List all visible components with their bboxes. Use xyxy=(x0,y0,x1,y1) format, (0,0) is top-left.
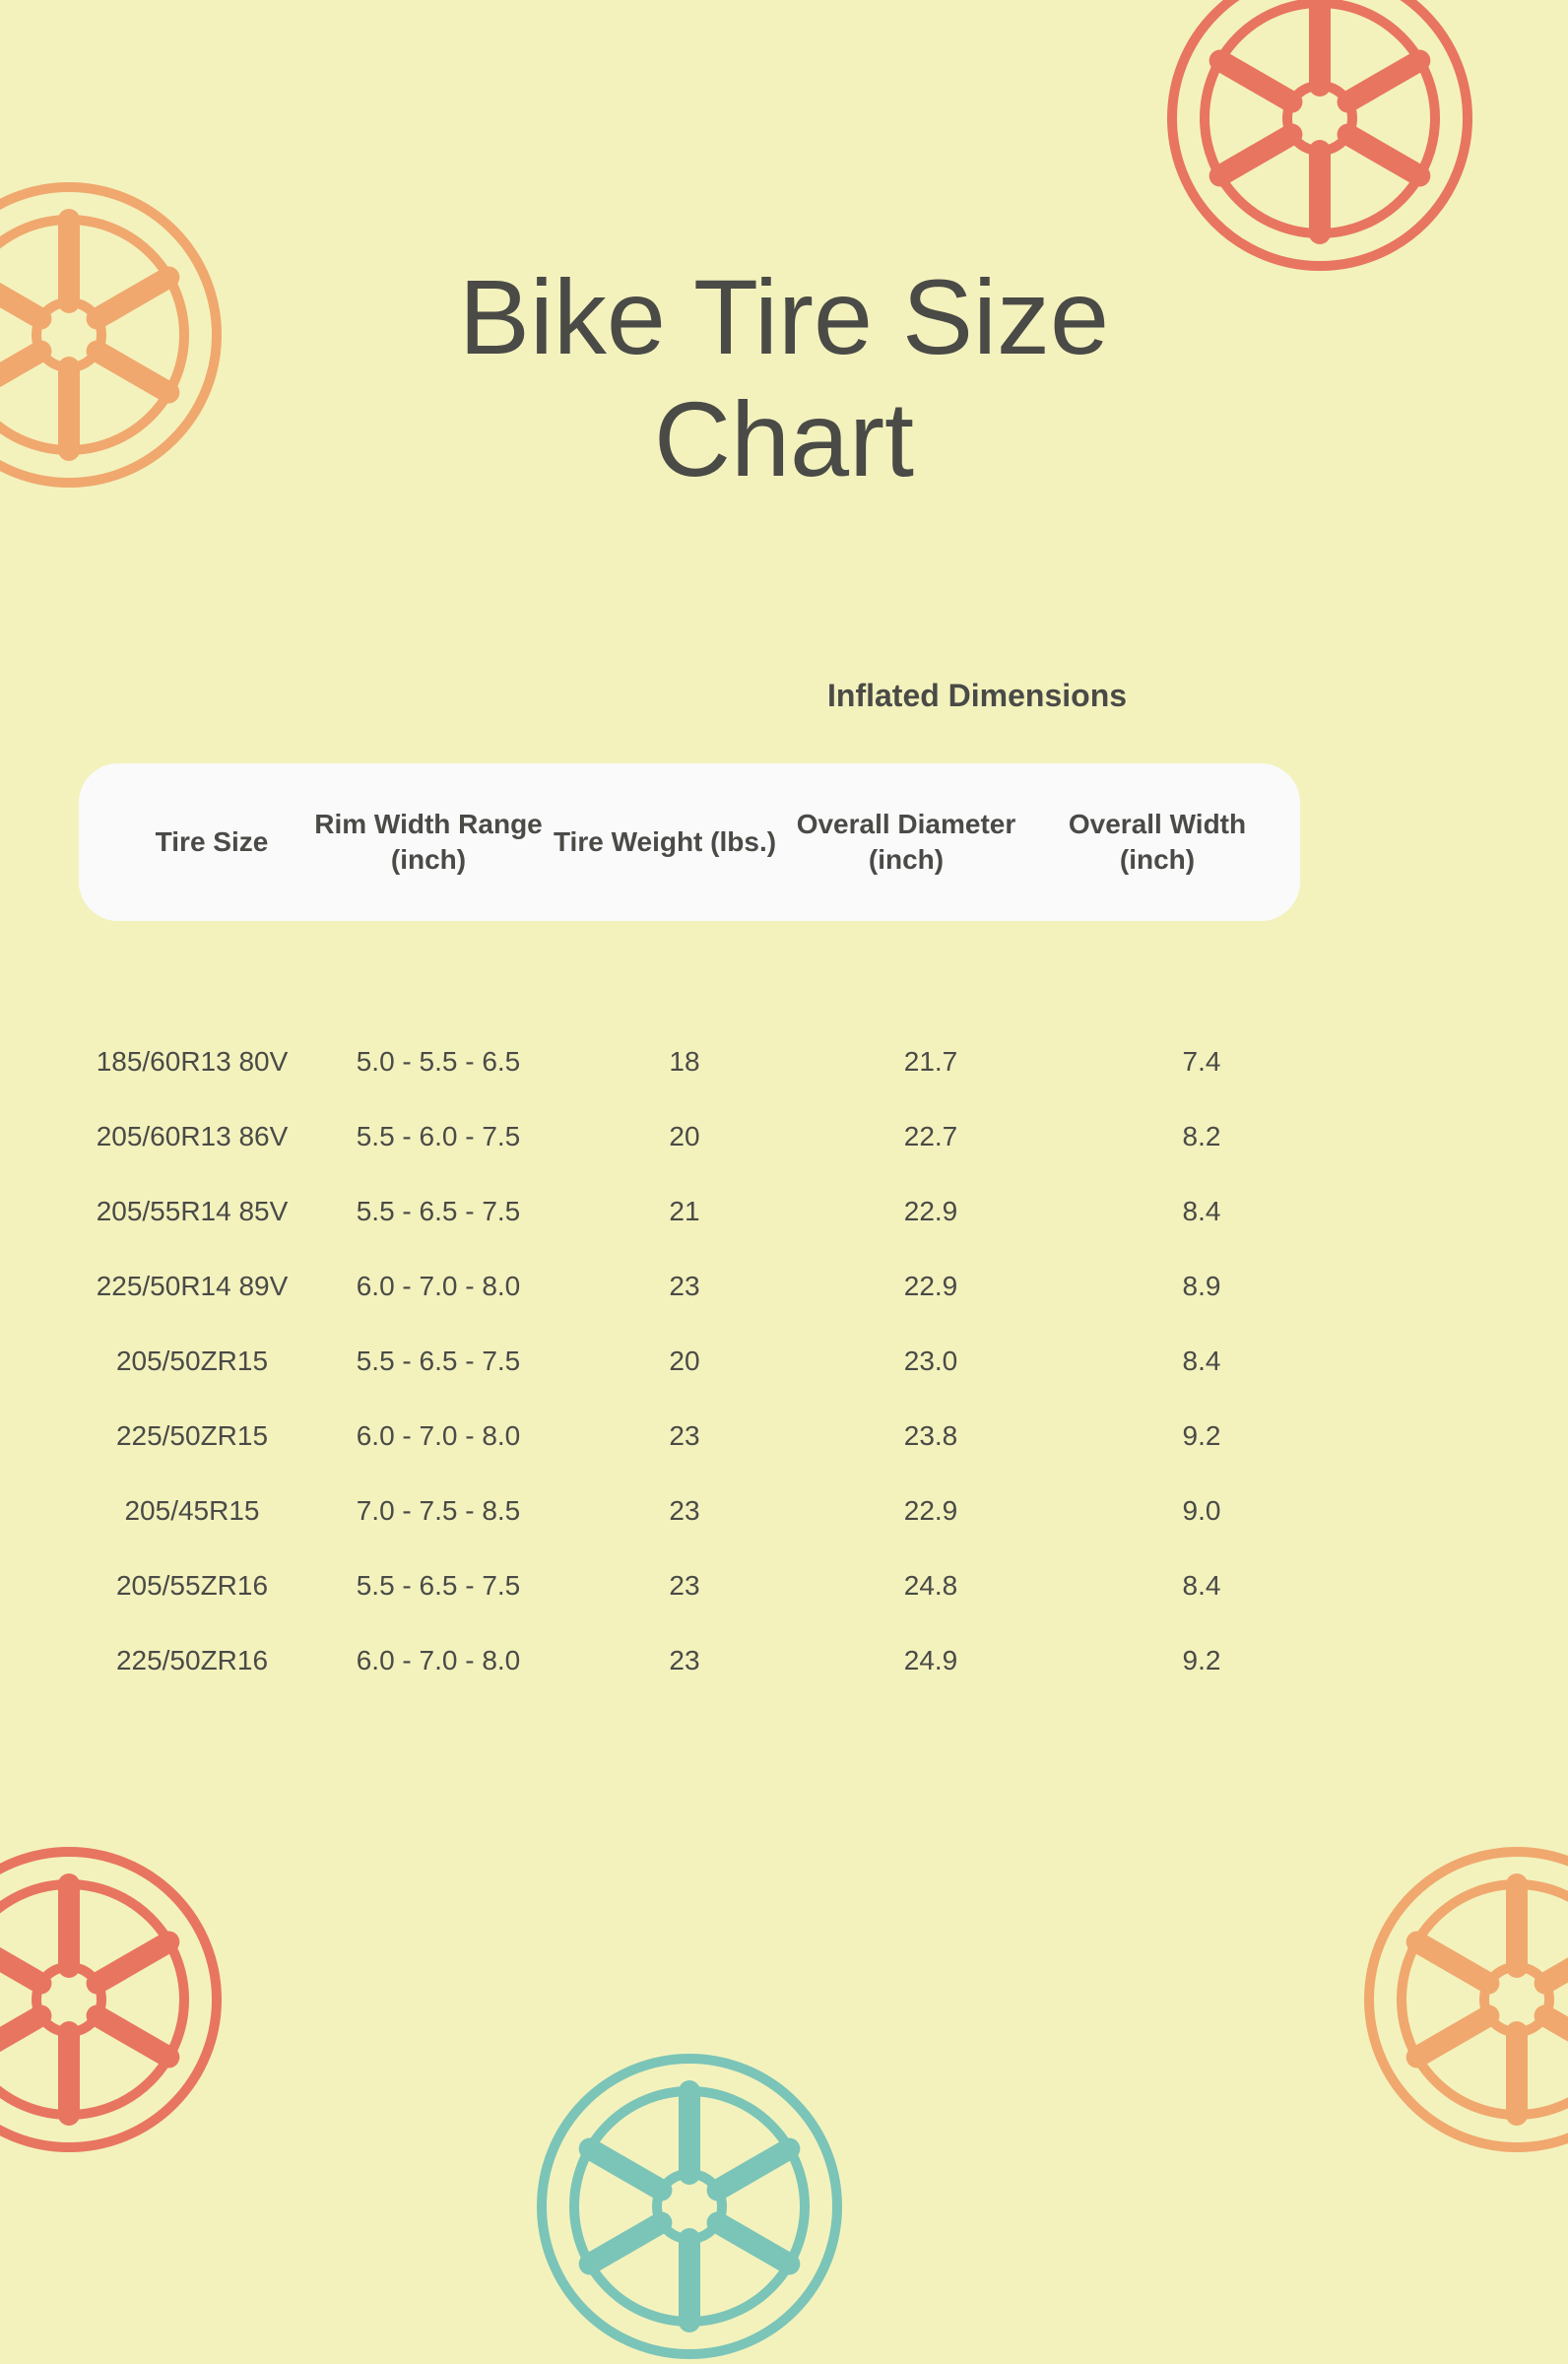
table-cell: 7.0 - 7.5 - 8.5 xyxy=(305,1495,552,1527)
page-title: Bike Tire SizeChart xyxy=(0,256,1568,500)
table-cell: 23.8 xyxy=(778,1420,1034,1452)
table-cell: 20 xyxy=(552,1121,778,1152)
table-cell: 20 xyxy=(552,1346,778,1377)
table-body: 185/60R13 80V5.0 - 5.5 - 6.51821.77.4205… xyxy=(79,1024,1300,1698)
table-cell: 21 xyxy=(552,1196,778,1227)
table-cell: 8.2 xyxy=(1034,1121,1280,1152)
table-row: 205/55ZR165.5 - 6.5 - 7.52324.88.4 xyxy=(79,1548,1300,1623)
table-cell: 22.9 xyxy=(778,1271,1034,1302)
table-cell: 8.4 xyxy=(1034,1570,1280,1602)
table-cell: 22.7 xyxy=(778,1121,1034,1152)
table-cell: 205/55ZR16 xyxy=(79,1570,305,1602)
table-row: 205/45R157.0 - 7.5 - 8.52322.99.0 xyxy=(79,1474,1300,1548)
table-cell: 23 xyxy=(552,1495,778,1527)
table-cell: 23.0 xyxy=(778,1346,1034,1377)
table-row: 225/50R14 89V6.0 - 7.0 - 8.02322.98.9 xyxy=(79,1249,1300,1324)
wheel-icon xyxy=(532,2049,847,2364)
table-cell: 23 xyxy=(552,1420,778,1452)
table-cell: 5.5 - 6.5 - 7.5 xyxy=(305,1196,552,1227)
table-cell: 5.0 - 5.5 - 6.5 xyxy=(305,1046,552,1078)
table-row: 205/60R13 86V5.5 - 6.0 - 7.52022.78.2 xyxy=(79,1099,1300,1174)
table-header-row: Tire Size Rim Width Range (inch) Tire We… xyxy=(79,763,1300,921)
table-row: 225/50ZR156.0 - 7.0 - 8.02323.89.2 xyxy=(79,1399,1300,1474)
table-cell: 225/50ZR16 xyxy=(79,1645,305,1676)
table-cell: 23 xyxy=(552,1570,778,1602)
table-row: 185/60R13 80V5.0 - 5.5 - 6.51821.77.4 xyxy=(79,1024,1300,1099)
wheel-icon xyxy=(0,177,227,492)
table-cell: 8.4 xyxy=(1034,1346,1280,1377)
table-cell: 5.5 - 6.5 - 7.5 xyxy=(305,1346,552,1377)
table-cell: 8.4 xyxy=(1034,1196,1280,1227)
table-cell: 6.0 - 7.0 - 8.0 xyxy=(305,1645,552,1676)
table-cell: 9.0 xyxy=(1034,1495,1280,1527)
table-cell: 225/50ZR15 xyxy=(79,1420,305,1452)
table-row: 205/55R14 85V5.5 - 6.5 - 7.52122.98.4 xyxy=(79,1174,1300,1249)
table-cell: 185/60R13 80V xyxy=(79,1046,305,1078)
table-cell: 23 xyxy=(552,1645,778,1676)
column-header-rim-width: Rim Width Range (inch) xyxy=(305,807,552,879)
table-cell: 205/60R13 86V xyxy=(79,1121,305,1152)
table-cell: 205/45R15 xyxy=(79,1495,305,1527)
table-row: 225/50ZR166.0 - 7.0 - 8.02324.99.2 xyxy=(79,1623,1300,1698)
table-cell: 22.9 xyxy=(778,1196,1034,1227)
table-cell: 24.9 xyxy=(778,1645,1034,1676)
table-cell: 225/50R14 89V xyxy=(79,1271,305,1302)
wheel-icon xyxy=(0,1842,227,2157)
table-cell: 7.4 xyxy=(1034,1046,1280,1078)
table-cell: 22.9 xyxy=(778,1495,1034,1527)
wheel-icon xyxy=(1162,0,1477,276)
table-cell: 5.5 - 6.0 - 7.5 xyxy=(305,1121,552,1152)
table-cell: 9.2 xyxy=(1034,1645,1280,1676)
wheel-icon xyxy=(1359,1842,1568,2157)
table-cell: 5.5 - 6.5 - 7.5 xyxy=(305,1570,552,1602)
table-cell: 23 xyxy=(552,1271,778,1302)
column-header-overall-width: Overall Width (inch) xyxy=(1034,807,1280,879)
table-cell: 21.7 xyxy=(778,1046,1034,1078)
table-cell: 205/55R14 85V xyxy=(79,1196,305,1227)
table-cell: 24.8 xyxy=(778,1570,1034,1602)
table-cell: 18 xyxy=(552,1046,778,1078)
table-cell: 6.0 - 7.0 - 8.0 xyxy=(305,1420,552,1452)
table-row: 205/50ZR155.5 - 6.5 - 7.52023.08.4 xyxy=(79,1324,1300,1399)
subtitle: Inflated Dimensions xyxy=(827,678,1127,714)
table-cell: 8.9 xyxy=(1034,1271,1280,1302)
column-header-tire-weight: Tire Weight (lbs.) xyxy=(552,824,778,860)
column-header-tire-size: Tire Size xyxy=(79,824,305,860)
column-header-overall-diameter: Overall Diameter (inch) xyxy=(778,807,1034,879)
table-cell: 9.2 xyxy=(1034,1420,1280,1452)
table-cell: 6.0 - 7.0 - 8.0 xyxy=(305,1271,552,1302)
table-cell: 205/50ZR15 xyxy=(79,1346,305,1377)
